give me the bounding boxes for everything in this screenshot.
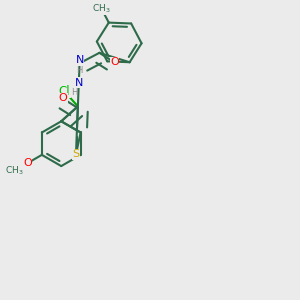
Text: CH$_3$: CH$_3$ [92, 2, 111, 15]
Text: N: N [74, 78, 83, 88]
Text: H: H [76, 66, 83, 75]
Text: H: H [71, 88, 78, 97]
Text: O: O [58, 93, 67, 103]
Text: N: N [75, 56, 84, 65]
Text: Cl: Cl [58, 85, 70, 98]
Text: S: S [72, 149, 80, 159]
Text: CH$_3$: CH$_3$ [5, 164, 24, 177]
Text: O: O [110, 57, 119, 68]
Text: O: O [23, 158, 32, 168]
